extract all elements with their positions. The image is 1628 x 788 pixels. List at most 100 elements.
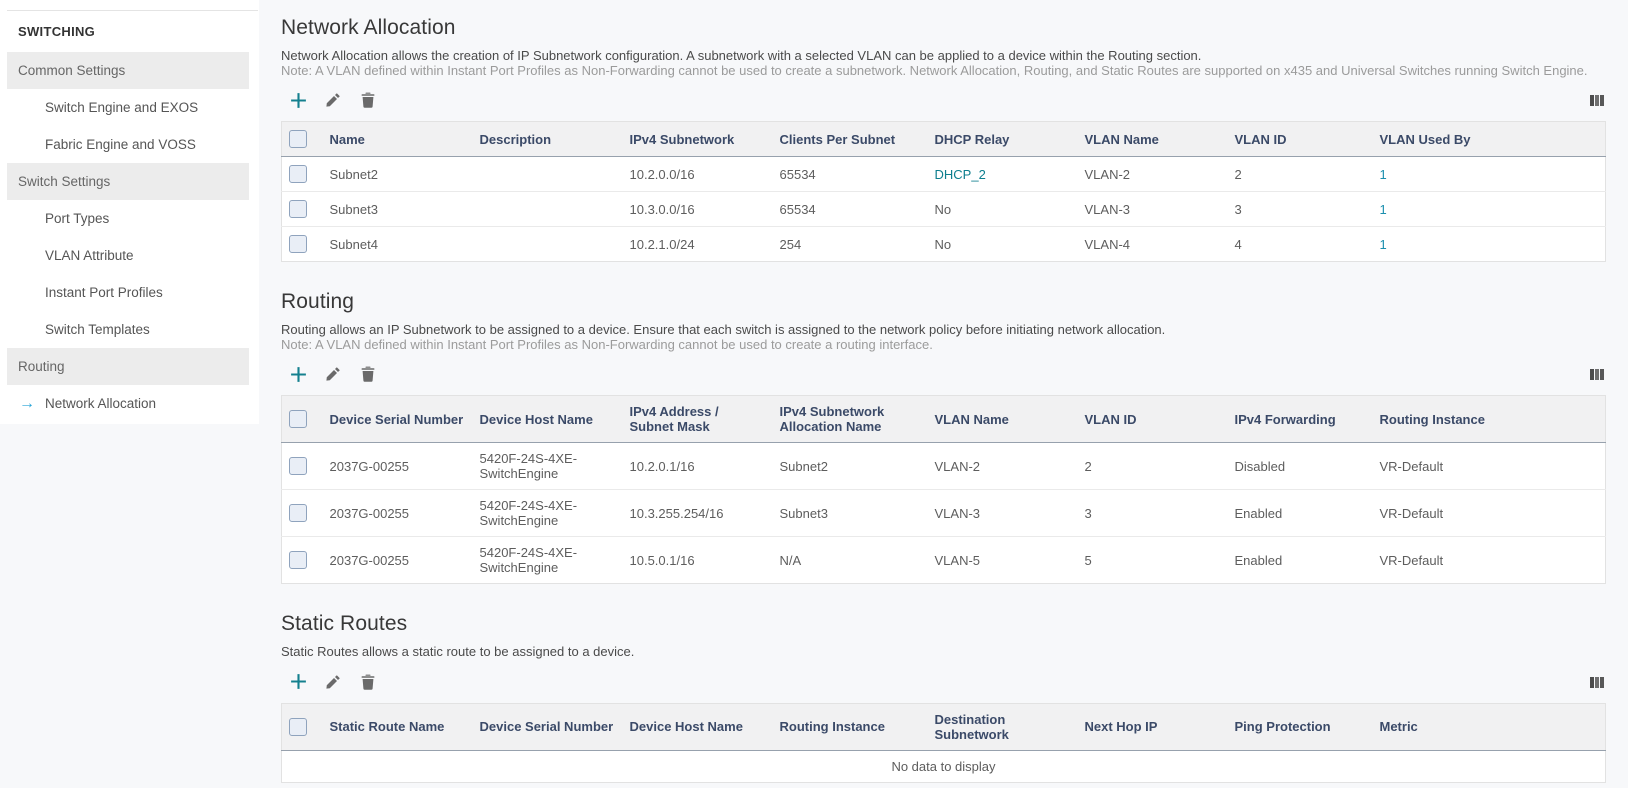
column-header-static-route-name[interactable]: Static Route Name	[321, 703, 472, 751]
column-picker-icon[interactable]	[1589, 368, 1604, 380]
cell-device-serial-number: 2037G-00255	[321, 489, 472, 537]
cell-vlan-id: 3	[1076, 489, 1227, 537]
sidebar-item-switch-templates[interactable]: Switch Templates	[45, 322, 150, 337]
cell-name: Subnet3	[321, 191, 472, 227]
column-header-name[interactable]: Name	[321, 121, 472, 157]
select-all-checkbox[interactable]	[289, 130, 307, 148]
edit-button[interactable]	[323, 672, 343, 692]
cell-ipv4-subnetwork: 10.2.1.0/24	[629, 236, 695, 252]
row-checkbox[interactable]	[289, 165, 307, 183]
selected-item-arrow-icon: →	[19, 395, 35, 412]
plus-icon	[290, 366, 306, 382]
column-header-ipv4-address-subnet-mask[interactable]: IPv4 Address / Subnet Mask	[621, 395, 772, 443]
sidebar-item-switch-engine-and-exos[interactable]: Switch Engine and EXOS	[45, 100, 199, 115]
cell-clients-per-subnet: 65534	[771, 156, 927, 192]
column-header-metric[interactable]: Metric	[1371, 703, 1606, 751]
vlan-used-by-link[interactable]: 1	[1379, 201, 1387, 217]
edit-button[interactable]	[323, 90, 343, 110]
trash-icon	[361, 674, 375, 690]
sidebar-item-fabric-engine-and-voss[interactable]: Fabric Engine and VOSS	[45, 137, 196, 152]
column-header-ipv4-subnetwork[interactable]: IPv4 Subnetwork	[621, 121, 772, 157]
cell-routing-instance: VR-Default	[1379, 552, 1444, 568]
column-header-ipv4-subnetwork-allocation-name[interactable]: IPv4 Subnetwork Allocation Name	[771, 395, 927, 443]
add-button[interactable]	[288, 90, 308, 110]
sidebar-item-port-types[interactable]: Port Types	[45, 211, 110, 226]
cell-vlan-name: VLAN-4	[1084, 236, 1131, 252]
column-header-device-host-name[interactable]: Device Host Name	[621, 703, 772, 751]
column-picker-icon[interactable]	[1589, 94, 1604, 106]
column-header-ipv4-forwarding[interactable]: IPv4 Forwarding	[1226, 395, 1372, 443]
row-checkbox[interactable]	[289, 235, 307, 253]
vlan-used-by-link[interactable]: 1	[1379, 166, 1387, 182]
cell-ipv4-address: 10.5.0.1/16	[629, 552, 695, 568]
column-header-ping-protection[interactable]: Ping Protection	[1226, 703, 1372, 751]
select-all-checkbox[interactable]	[289, 717, 307, 736]
sidebar-item-vlan-attribute[interactable]: VLAN Attribute	[45, 248, 134, 263]
cell-subnetwork-allocation-name: Subnet3	[771, 489, 927, 537]
routing-table: Device Serial Number Device Host Name IP…	[281, 395, 1606, 584]
cell-device-serial-number: 2037G-00255	[321, 442, 472, 490]
column-picker-icon[interactable]	[1589, 676, 1604, 688]
add-button[interactable]	[288, 364, 308, 384]
column-header-dhcp-relay[interactable]: DHCP Relay	[926, 121, 1077, 157]
column-header-destination-subnetwork[interactable]: Destination Subnetwork	[926, 703, 1077, 751]
cell-vlan-id: 2	[1226, 156, 1372, 192]
row-checkbox[interactable]	[289, 200, 307, 218]
column-header-next-hop-ip[interactable]: Next Hop IP	[1076, 703, 1227, 751]
static-routes-section: Static Routes Static Routes allows a sta…	[281, 584, 1606, 783]
delete-button[interactable]	[358, 90, 378, 110]
cell-dhcp-relay: No	[934, 236, 952, 252]
column-header-device-serial-number[interactable]: Device Serial Number	[471, 703, 622, 751]
pencil-icon	[326, 674, 340, 689]
column-header-vlan-name[interactable]: VLAN Name	[1076, 121, 1227, 157]
divider	[7, 10, 258, 11]
cell-vlan-name: VLAN-3	[926, 489, 1077, 537]
cell-clients-per-subnet: 254	[779, 236, 802, 252]
row-checkbox[interactable]	[289, 457, 307, 475]
cell-vlan-id: 2	[1076, 442, 1227, 490]
column-header-device-serial-number[interactable]: Device Serial Number	[321, 395, 472, 443]
column-header-routing-instance[interactable]: Routing Instance	[771, 703, 927, 751]
sidebar-item-network-allocation[interactable]: → Network Allocation	[0, 385, 259, 422]
routing-description: Routing allows an IP Subnetwork to be as…	[281, 322, 1166, 337]
sidebar-item-instant-port-profiles[interactable]: Instant Port Profiles	[45, 285, 163, 300]
edit-button[interactable]	[323, 364, 343, 384]
select-all-checkbox[interactable]	[289, 410, 307, 428]
delete-button[interactable]	[358, 672, 378, 692]
sidebar-group-common-settings: Common Settings	[7, 52, 249, 89]
routing-note: Note: A VLAN defined within Instant Port…	[281, 336, 933, 352]
row-checkbox[interactable]	[289, 551, 307, 569]
cell-clients-per-subnet: 65534	[771, 191, 927, 227]
cell-vlan-name: VLAN-3	[1076, 191, 1227, 227]
cell-name: Subnet4	[329, 236, 378, 252]
column-header-routing-instance[interactable]: Routing Instance	[1371, 395, 1606, 443]
sidebar-group-routing: Routing	[7, 348, 249, 385]
cell-routing-instance: VR-Default	[1371, 442, 1606, 490]
column-header-clients-per-subnet[interactable]: Clients Per Subnet	[771, 121, 927, 157]
cell-subnetwork-allocation-name: Subnet2	[771, 442, 927, 490]
column-header-description[interactable]: Description	[471, 121, 622, 157]
empty-table-row: No data to display	[282, 750, 1606, 782]
cell-device-serial-number: 2037G-00255	[329, 552, 410, 568]
pencil-icon	[326, 367, 340, 381]
add-button[interactable]	[288, 672, 308, 692]
routing-title: Routing	[281, 290, 355, 313]
vlan-used-by-link[interactable]: 1	[1379, 236, 1387, 252]
delete-button[interactable]	[358, 364, 378, 384]
column-header-vlan-id[interactable]: VLAN ID	[1076, 395, 1227, 443]
table-row: Subnet4 10.2.1.0/24 254 No VLAN-4 4 1	[282, 227, 1606, 262]
column-header-device-host-name[interactable]: Device Host Name	[471, 395, 622, 443]
column-header-vlan-used-by[interactable]: VLAN Used By	[1371, 121, 1606, 157]
column-header-vlan-name[interactable]: VLAN Name	[926, 395, 1077, 443]
static-routes-toolbar	[281, 669, 1606, 695]
dhcp-relay-link[interactable]: DHCP_2	[934, 166, 986, 182]
row-checkbox[interactable]	[289, 504, 307, 522]
table-header-row: Static Route Name Device Serial Number D…	[281, 703, 1606, 751]
plus-icon	[290, 92, 306, 108]
cell-vlan-name: VLAN-2	[1076, 156, 1227, 192]
cell-device-host-name: 5420F-24S-4XE-SwitchEngine	[471, 442, 622, 490]
column-header-vlan-id[interactable]: VLAN ID	[1226, 121, 1372, 157]
static-routes-description: Static Routes allows a static route to b…	[281, 644, 635, 659]
switching-sidebar: SWITCHING Common Settings Switch Engine …	[0, 0, 259, 424]
